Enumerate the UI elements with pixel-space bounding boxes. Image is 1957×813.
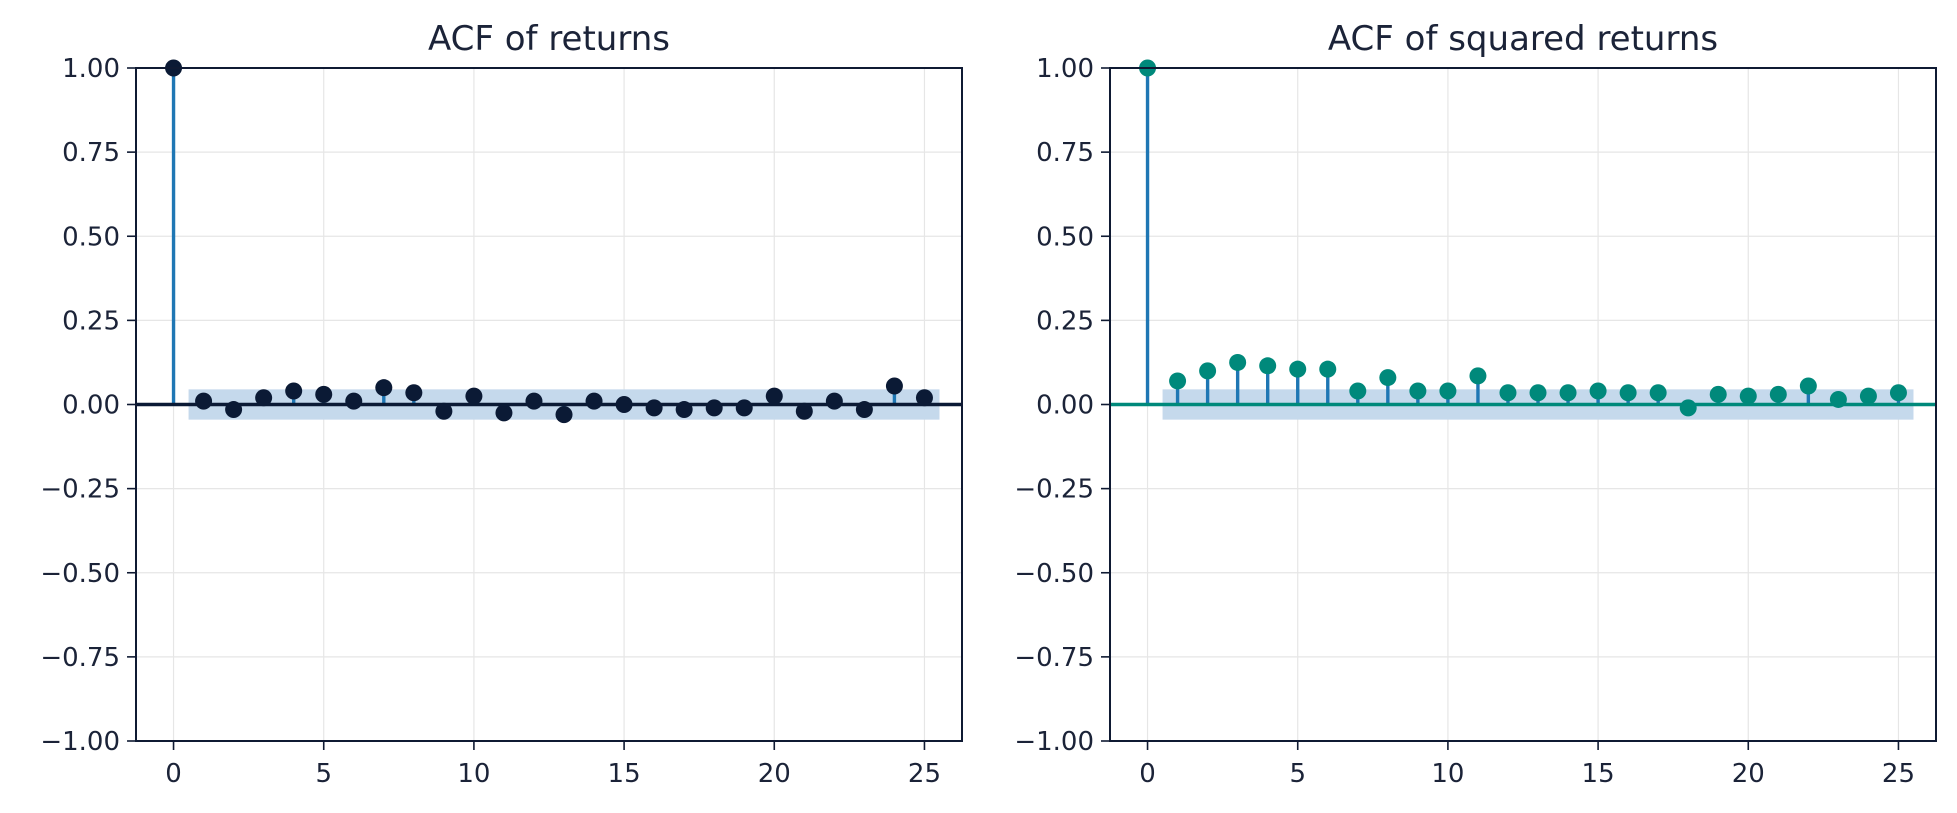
x-tick-label: 15 — [1582, 759, 1615, 789]
acf-point — [1319, 360, 1337, 378]
y-tick-label: −1.00 — [40, 727, 120, 757]
y-tick-label: 0.25 — [1036, 306, 1094, 336]
acf-point — [1439, 382, 1457, 400]
y-tick-label: 0.00 — [1036, 391, 1094, 421]
acf-point — [735, 399, 753, 417]
acf-point — [465, 387, 483, 405]
y-tick-label: 1.00 — [1036, 54, 1094, 84]
y-tick-label: 0.50 — [62, 222, 120, 252]
acf-point — [1469, 367, 1487, 385]
y-tick-label: 0.50 — [1036, 222, 1094, 252]
acf-point — [1169, 372, 1187, 390]
acf-squared-returns-panel: ACF of squared returns 0 5 10 15 20 25 1.00 0.7… — [1014, 19, 1937, 789]
acf-point — [495, 404, 513, 422]
acf-point — [1799, 377, 1817, 395]
acf-point — [375, 379, 393, 397]
y-tick-label: 0.00 — [62, 391, 120, 421]
acf-point — [255, 389, 273, 407]
acf-point — [675, 401, 693, 419]
acf-point — [795, 402, 813, 420]
y-tick-label: −0.25 — [40, 475, 120, 505]
acf-point — [345, 392, 363, 410]
x-tick-label: 10 — [457, 759, 490, 789]
acf-point — [885, 377, 903, 395]
x-tick-label: 25 — [908, 759, 941, 789]
acf-point — [1229, 353, 1247, 371]
y-tick-label: −0.75 — [40, 643, 120, 673]
acf-point — [1589, 382, 1607, 400]
y-tick-label: −0.25 — [1014, 475, 1094, 505]
y-tick-label: 1.00 — [62, 54, 120, 84]
acf-point — [1289, 360, 1307, 378]
acf-point — [1889, 384, 1907, 402]
acf-point — [915, 389, 933, 407]
acf-point — [315, 385, 333, 403]
x-tick-label: 25 — [1882, 759, 1915, 789]
acf-point — [1499, 384, 1517, 402]
acf-returns-panel: ACF of returns 0 5 10 15 20 25 1.00 0.75 0.50 0.2… — [40, 19, 963, 789]
y-tick-label: −0.75 — [1014, 643, 1094, 673]
acf-point — [1859, 387, 1877, 405]
acf-point — [405, 384, 423, 402]
acf-point — [1199, 362, 1217, 380]
acf-point — [1649, 384, 1667, 402]
acf-point — [1679, 399, 1697, 417]
y-tick-label: −0.50 — [1014, 559, 1094, 589]
acf-point — [285, 382, 303, 400]
acf-point — [855, 401, 873, 419]
acf-point — [645, 399, 663, 417]
acf-point — [1739, 387, 1757, 405]
y-tick-label: −0.50 — [40, 559, 120, 589]
acf-point — [225, 401, 243, 419]
acf-point — [195, 392, 213, 410]
acf-point — [525, 392, 543, 410]
y-tick-label: 0.75 — [62, 138, 120, 168]
acf-point — [555, 406, 573, 424]
acf-point — [1529, 384, 1547, 402]
x-tick-label: 5 — [1289, 759, 1306, 789]
acf-point — [435, 402, 453, 420]
acf-point — [1349, 382, 1367, 400]
acf-point — [1259, 357, 1277, 375]
acf-point — [1829, 390, 1847, 408]
acf-point — [585, 392, 603, 410]
chart-title: ACF of squared returns — [1328, 19, 1718, 59]
x-tick-label: 5 — [315, 759, 332, 789]
acf-point — [1409, 382, 1427, 400]
x-tick-label: 20 — [758, 759, 791, 789]
acf-point — [1769, 385, 1787, 403]
acf-point — [615, 396, 633, 413]
x-tick-label: 0 — [1139, 759, 1156, 789]
x-tick-label: 10 — [1431, 759, 1464, 789]
acf-point — [705, 399, 723, 417]
x-tick-label: 0 — [165, 759, 182, 789]
x-tick-label: 20 — [1732, 759, 1765, 789]
acf-point — [1619, 384, 1637, 402]
acf-point — [765, 387, 783, 405]
y-tick-label: 0.25 — [62, 306, 120, 336]
acf-point — [1379, 369, 1397, 387]
acf-point — [1559, 384, 1577, 402]
acf-point — [1709, 385, 1727, 403]
y-tick-label: 0.75 — [1036, 138, 1094, 168]
y-tick-label: −1.00 — [1014, 727, 1094, 757]
x-tick-label: 15 — [608, 759, 641, 789]
acf-point — [825, 392, 843, 410]
chart-title: ACF of returns — [428, 19, 670, 59]
